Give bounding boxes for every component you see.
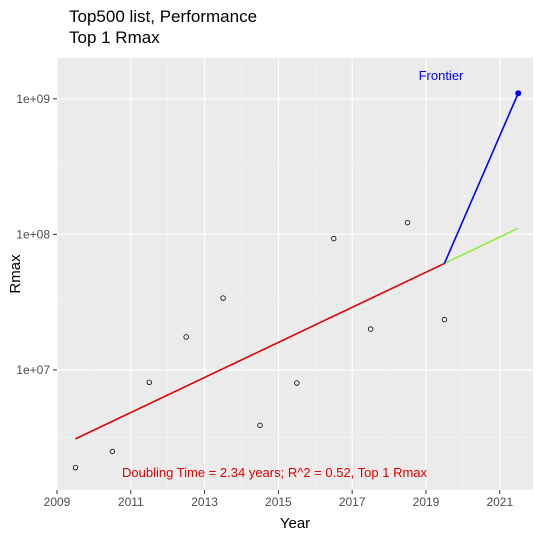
chart-title: Top500 list, Performance bbox=[69, 7, 257, 26]
chart-subtitle: Top 1 Rmax bbox=[69, 28, 160, 47]
extrapolation-line bbox=[444, 227, 519, 265]
x-tick-label: 2013 bbox=[191, 495, 218, 509]
x-axis-title: Year bbox=[280, 515, 310, 532]
y-tick-label: 1e+08 bbox=[16, 227, 50, 241]
data-point bbox=[404, 219, 411, 226]
grid bbox=[56, 58, 533, 490]
x-tick-label: 2011 bbox=[118, 495, 144, 509]
x-tick-label: 2009 bbox=[44, 495, 71, 509]
data-point bbox=[294, 380, 300, 386]
data-point bbox=[72, 464, 79, 471]
doubling-time-annotation: Doubling Time = 2.34 years; R^2 = 0.52, … bbox=[122, 465, 428, 480]
y-axis-ticks: 1e+07 1e+08 1e+09 bbox=[16, 92, 57, 377]
data-point bbox=[257, 422, 263, 429]
data-point bbox=[183, 334, 189, 340]
x-axis-ticks: 2009 2011 2013 2015 2017 2019 2021 bbox=[44, 490, 513, 509]
data-point bbox=[331, 235, 337, 242]
data-point bbox=[146, 379, 152, 386]
x-tick-label: 2015 bbox=[265, 495, 292, 509]
data-point bbox=[109, 448, 116, 455]
data-point bbox=[367, 326, 374, 332]
data-points bbox=[72, 90, 522, 471]
fit-line bbox=[75, 262, 445, 440]
plot-panel bbox=[57, 58, 533, 490]
data-point bbox=[441, 316, 448, 323]
x-tick-label: 2021 bbox=[486, 495, 513, 509]
y-axis-title: Rmax bbox=[7, 254, 24, 294]
x-tick-label: 2019 bbox=[413, 495, 440, 509]
trend-lines bbox=[75, 92, 519, 440]
frontier-label: Frontier bbox=[419, 68, 464, 83]
x-tick-label: 2017 bbox=[339, 495, 366, 509]
to-frontier-line bbox=[443, 92, 519, 264]
frontier-point bbox=[515, 90, 522, 97]
y-tick-label: 1e+09 bbox=[16, 92, 50, 106]
data-point bbox=[220, 295, 226, 301]
y-tick-label: 1e+07 bbox=[16, 363, 50, 377]
